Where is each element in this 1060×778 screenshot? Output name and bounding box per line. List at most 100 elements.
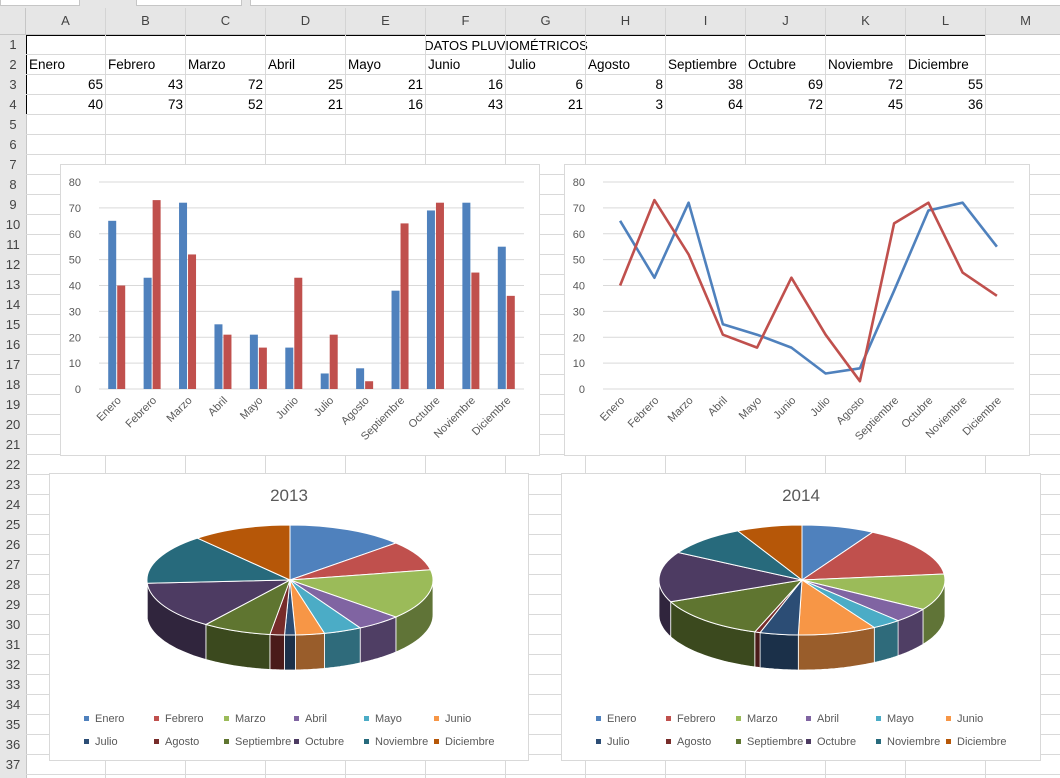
legend-item-abril[interactable]: Abril xyxy=(806,713,839,725)
row-header-28[interactable]: 28 xyxy=(5,577,21,592)
data-cell-row4[interactable]: 73 xyxy=(106,95,186,115)
legend-item-octubre[interactable]: Octubre xyxy=(806,736,856,748)
bar-series1-agosto[interactable] xyxy=(356,368,365,389)
pie-slice-marzo[interactable] xyxy=(801,573,946,610)
pie-slice-diciembre[interactable] xyxy=(736,524,803,582)
legend-item-noviembre[interactable]: Noviembre xyxy=(876,736,940,748)
data-cell-row3[interactable]: 8 xyxy=(586,75,666,95)
data-cell-row3[interactable]: 43 xyxy=(106,75,186,95)
legend-item-junio[interactable]: Junio xyxy=(434,713,471,725)
row-header-18[interactable]: 18 xyxy=(5,377,21,392)
pie-slice-febrero[interactable] xyxy=(800,531,945,581)
bar-series2-marzo[interactable] xyxy=(188,254,197,389)
row-header-26[interactable]: 26 xyxy=(5,537,21,552)
column-header-l[interactable]: L xyxy=(906,8,986,34)
legend-item-febrero[interactable]: Febrero xyxy=(154,713,204,725)
row-header-19[interactable]: 19 xyxy=(5,397,21,412)
data-cell-row3[interactable]: 72 xyxy=(186,75,266,95)
row-header-22[interactable]: 22 xyxy=(5,457,21,472)
month-header-cell[interactable]: Diciembre xyxy=(906,55,986,75)
pie-slice-septiembre[interactable] xyxy=(669,579,804,633)
legend-item-marzo[interactable]: Marzo xyxy=(736,713,778,725)
row-header-35[interactable]: 35 xyxy=(5,717,21,732)
row-header-29[interactable]: 29 xyxy=(5,597,21,612)
data-cell-row4[interactable]: 16 xyxy=(346,95,426,115)
row-header-2[interactable]: 2 xyxy=(9,57,17,72)
legend-item-julio[interactable]: Julio xyxy=(596,736,630,748)
bar-series2-noviembre[interactable] xyxy=(471,272,480,389)
pie-slice-noviembre[interactable] xyxy=(146,537,291,584)
legend-item-diciembre[interactable]: Diciembre xyxy=(434,736,495,748)
legend-item-octubre[interactable]: Octubre xyxy=(294,736,344,748)
row-header-8[interactable]: 8 xyxy=(9,177,17,192)
column-header-i[interactable]: I xyxy=(666,8,746,34)
legend-item-septiembre[interactable]: Septiembre xyxy=(224,736,291,748)
bar-series1-diciembre[interactable] xyxy=(497,246,506,389)
line-series1[interactable] xyxy=(618,201,998,375)
pie-chart-2014[interactable]: 2014 Enero Febrero Marzo Abril Mayo Junio Julio… xyxy=(561,473,1041,761)
row-header-6[interactable]: 6 xyxy=(9,137,17,152)
pie-slice-noviembre[interactable] xyxy=(676,530,803,581)
bar-series1-julio[interactable] xyxy=(320,373,329,389)
column-header-a[interactable]: A xyxy=(26,8,106,34)
legend-item-agosto[interactable]: Agosto xyxy=(154,736,199,748)
row-header-30[interactable]: 30 xyxy=(5,617,21,632)
row-header-21[interactable]: 21 xyxy=(5,437,21,452)
bar-series1-enero[interactable] xyxy=(108,220,117,389)
bar-series1-noviembre[interactable] xyxy=(462,202,471,389)
row-header-13[interactable]: 13 xyxy=(5,277,21,292)
row-header-27[interactable]: 27 xyxy=(5,557,21,572)
bar-series2-diciembre[interactable] xyxy=(506,295,515,389)
pie-slice-octubre[interactable] xyxy=(658,551,803,603)
bar-series2-octubre[interactable] xyxy=(435,202,444,389)
bar-series2-mayo[interactable] xyxy=(258,347,267,389)
row-header-7[interactable]: 7 xyxy=(9,157,17,172)
bar-series1-febrero[interactable] xyxy=(143,277,152,389)
line-series2[interactable] xyxy=(618,198,998,383)
row-header-23[interactable]: 23 xyxy=(5,477,21,492)
bar-series2-julio[interactable] xyxy=(329,334,338,389)
data-cell-row4[interactable]: 3 xyxy=(586,95,666,115)
bar-series1-octubre[interactable] xyxy=(426,210,435,389)
row-header-37[interactable]: 37 xyxy=(5,757,21,772)
legend-item-abril[interactable]: Abril xyxy=(294,713,327,725)
row-header-25[interactable]: 25 xyxy=(5,517,21,532)
data-cell-row4[interactable]: 21 xyxy=(266,95,346,115)
data-cell-row4[interactable]: 45 xyxy=(826,95,906,115)
row-header-34[interactable]: 34 xyxy=(5,697,21,712)
row-header-4[interactable]: 4 xyxy=(9,97,17,112)
row-header-10[interactable]: 10 xyxy=(5,217,21,232)
legend-item-agosto[interactable]: Agosto xyxy=(666,736,711,748)
data-cell-row4[interactable]: 52 xyxy=(186,95,266,115)
bar-chart[interactable]: 0 10 20 30 40 50 60 70 80 Enero Febrero Marzo Abril M… xyxy=(60,164,540,456)
column-header-d[interactable]: D xyxy=(266,8,346,34)
select-all-corner[interactable] xyxy=(0,8,26,34)
data-cell-row3[interactable]: 55 xyxy=(906,75,986,95)
month-header-cell[interactable]: Septiembre xyxy=(666,55,746,75)
row-header-15[interactable]: 15 xyxy=(5,317,21,332)
month-header-cell[interactable]: Octubre xyxy=(746,55,826,75)
row-header-5[interactable]: 5 xyxy=(9,117,17,132)
row-header-16[interactable]: 16 xyxy=(5,337,21,352)
data-cell-row3[interactable]: 72 xyxy=(826,75,906,95)
month-header-cell[interactable]: Noviembre xyxy=(826,55,906,75)
bar-series2-abril[interactable] xyxy=(223,334,232,389)
bar-series1-junio[interactable] xyxy=(285,347,294,389)
row-header-36[interactable]: 36 xyxy=(5,737,21,752)
pie-slice-marzo[interactable] xyxy=(289,569,434,618)
data-cell-row4[interactable]: 72 xyxy=(746,95,826,115)
row-header-31[interactable]: 31 xyxy=(5,637,21,652)
row-header-20[interactable]: 20 xyxy=(5,417,21,432)
legend-item-mayo[interactable]: Mayo xyxy=(364,713,402,725)
data-cell-row4[interactable]: 36 xyxy=(906,95,986,115)
data-cell-row4[interactable]: 40 xyxy=(26,95,106,115)
data-cell-row3[interactable]: 6 xyxy=(506,75,586,95)
row-header-9[interactable]: 9 xyxy=(9,197,17,212)
month-header-cell[interactable]: Julio xyxy=(506,55,586,75)
column-header-b[interactable]: B xyxy=(106,8,186,34)
row-header-14[interactable]: 14 xyxy=(5,297,21,312)
bar-series1-marzo[interactable] xyxy=(179,202,188,389)
data-cell-row4[interactable]: 43 xyxy=(426,95,506,115)
legend-item-septiembre[interactable]: Septiembre xyxy=(736,736,803,748)
legend-item-enero[interactable]: Enero xyxy=(84,713,124,725)
